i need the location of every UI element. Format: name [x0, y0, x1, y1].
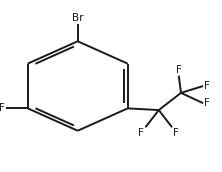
- Text: F: F: [204, 81, 210, 91]
- Text: F: F: [173, 128, 179, 138]
- Text: F: F: [176, 65, 182, 75]
- Text: Br: Br: [72, 13, 83, 23]
- Text: F: F: [0, 103, 4, 113]
- Text: F: F: [204, 98, 210, 108]
- Text: F: F: [139, 128, 144, 138]
